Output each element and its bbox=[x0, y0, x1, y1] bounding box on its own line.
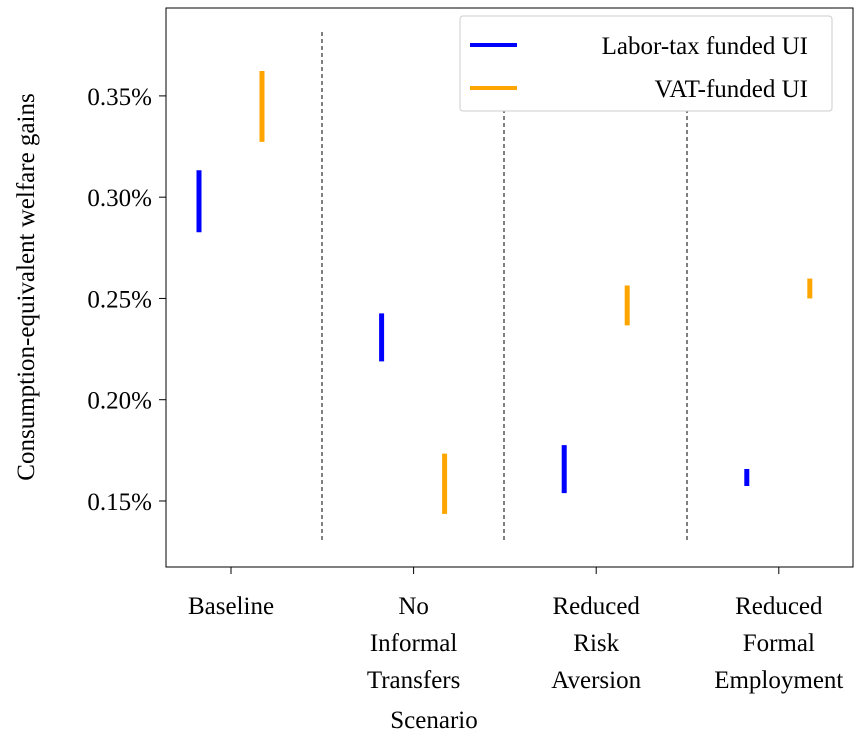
x-tick-label-line: Employment bbox=[714, 667, 843, 694]
x-tick-label-line: Reduced bbox=[735, 593, 823, 620]
x-tick-label-line: Aversion bbox=[551, 667, 641, 694]
legend-box bbox=[459, 15, 833, 112]
y-tick-label: 0.30% bbox=[87, 185, 152, 212]
legend-label: VAT-funded UI bbox=[655, 76, 808, 103]
x-tick-label: Baseline bbox=[188, 593, 274, 620]
x-tick-label-line: Transfers bbox=[367, 667, 461, 694]
y-axis-label: Consumption-equivalent welfare gains bbox=[13, 93, 40, 480]
separators bbox=[321, 32, 688, 542]
x-tick-label: No Informal Transfers bbox=[367, 593, 461, 694]
x-tick-label: Reduced Risk Aversion bbox=[551, 593, 641, 694]
plot-frame bbox=[165, 7, 854, 568]
x-axis-label: Scenario bbox=[390, 707, 477, 734]
x-tick-label-line: Formal bbox=[743, 630, 815, 657]
legend-label: Labor-tax funded UI bbox=[602, 33, 808, 60]
y-tick-label: 0.35% bbox=[87, 84, 152, 111]
y-tick-label: 0.20% bbox=[87, 388, 152, 415]
y-tick-label: 0.25% bbox=[87, 286, 152, 313]
y-tick-label: 0.15% bbox=[87, 489, 152, 516]
x-tick-label: Reduced Formal Employment bbox=[714, 593, 843, 694]
x-tick-label-line: No bbox=[398, 593, 429, 620]
x-tick-label-line: Informal bbox=[370, 630, 458, 657]
x-tick-label-line: Reduced bbox=[552, 593, 640, 620]
x-tick-label-line: Baseline bbox=[188, 593, 274, 620]
x-tick-label-line: Risk bbox=[573, 630, 619, 657]
